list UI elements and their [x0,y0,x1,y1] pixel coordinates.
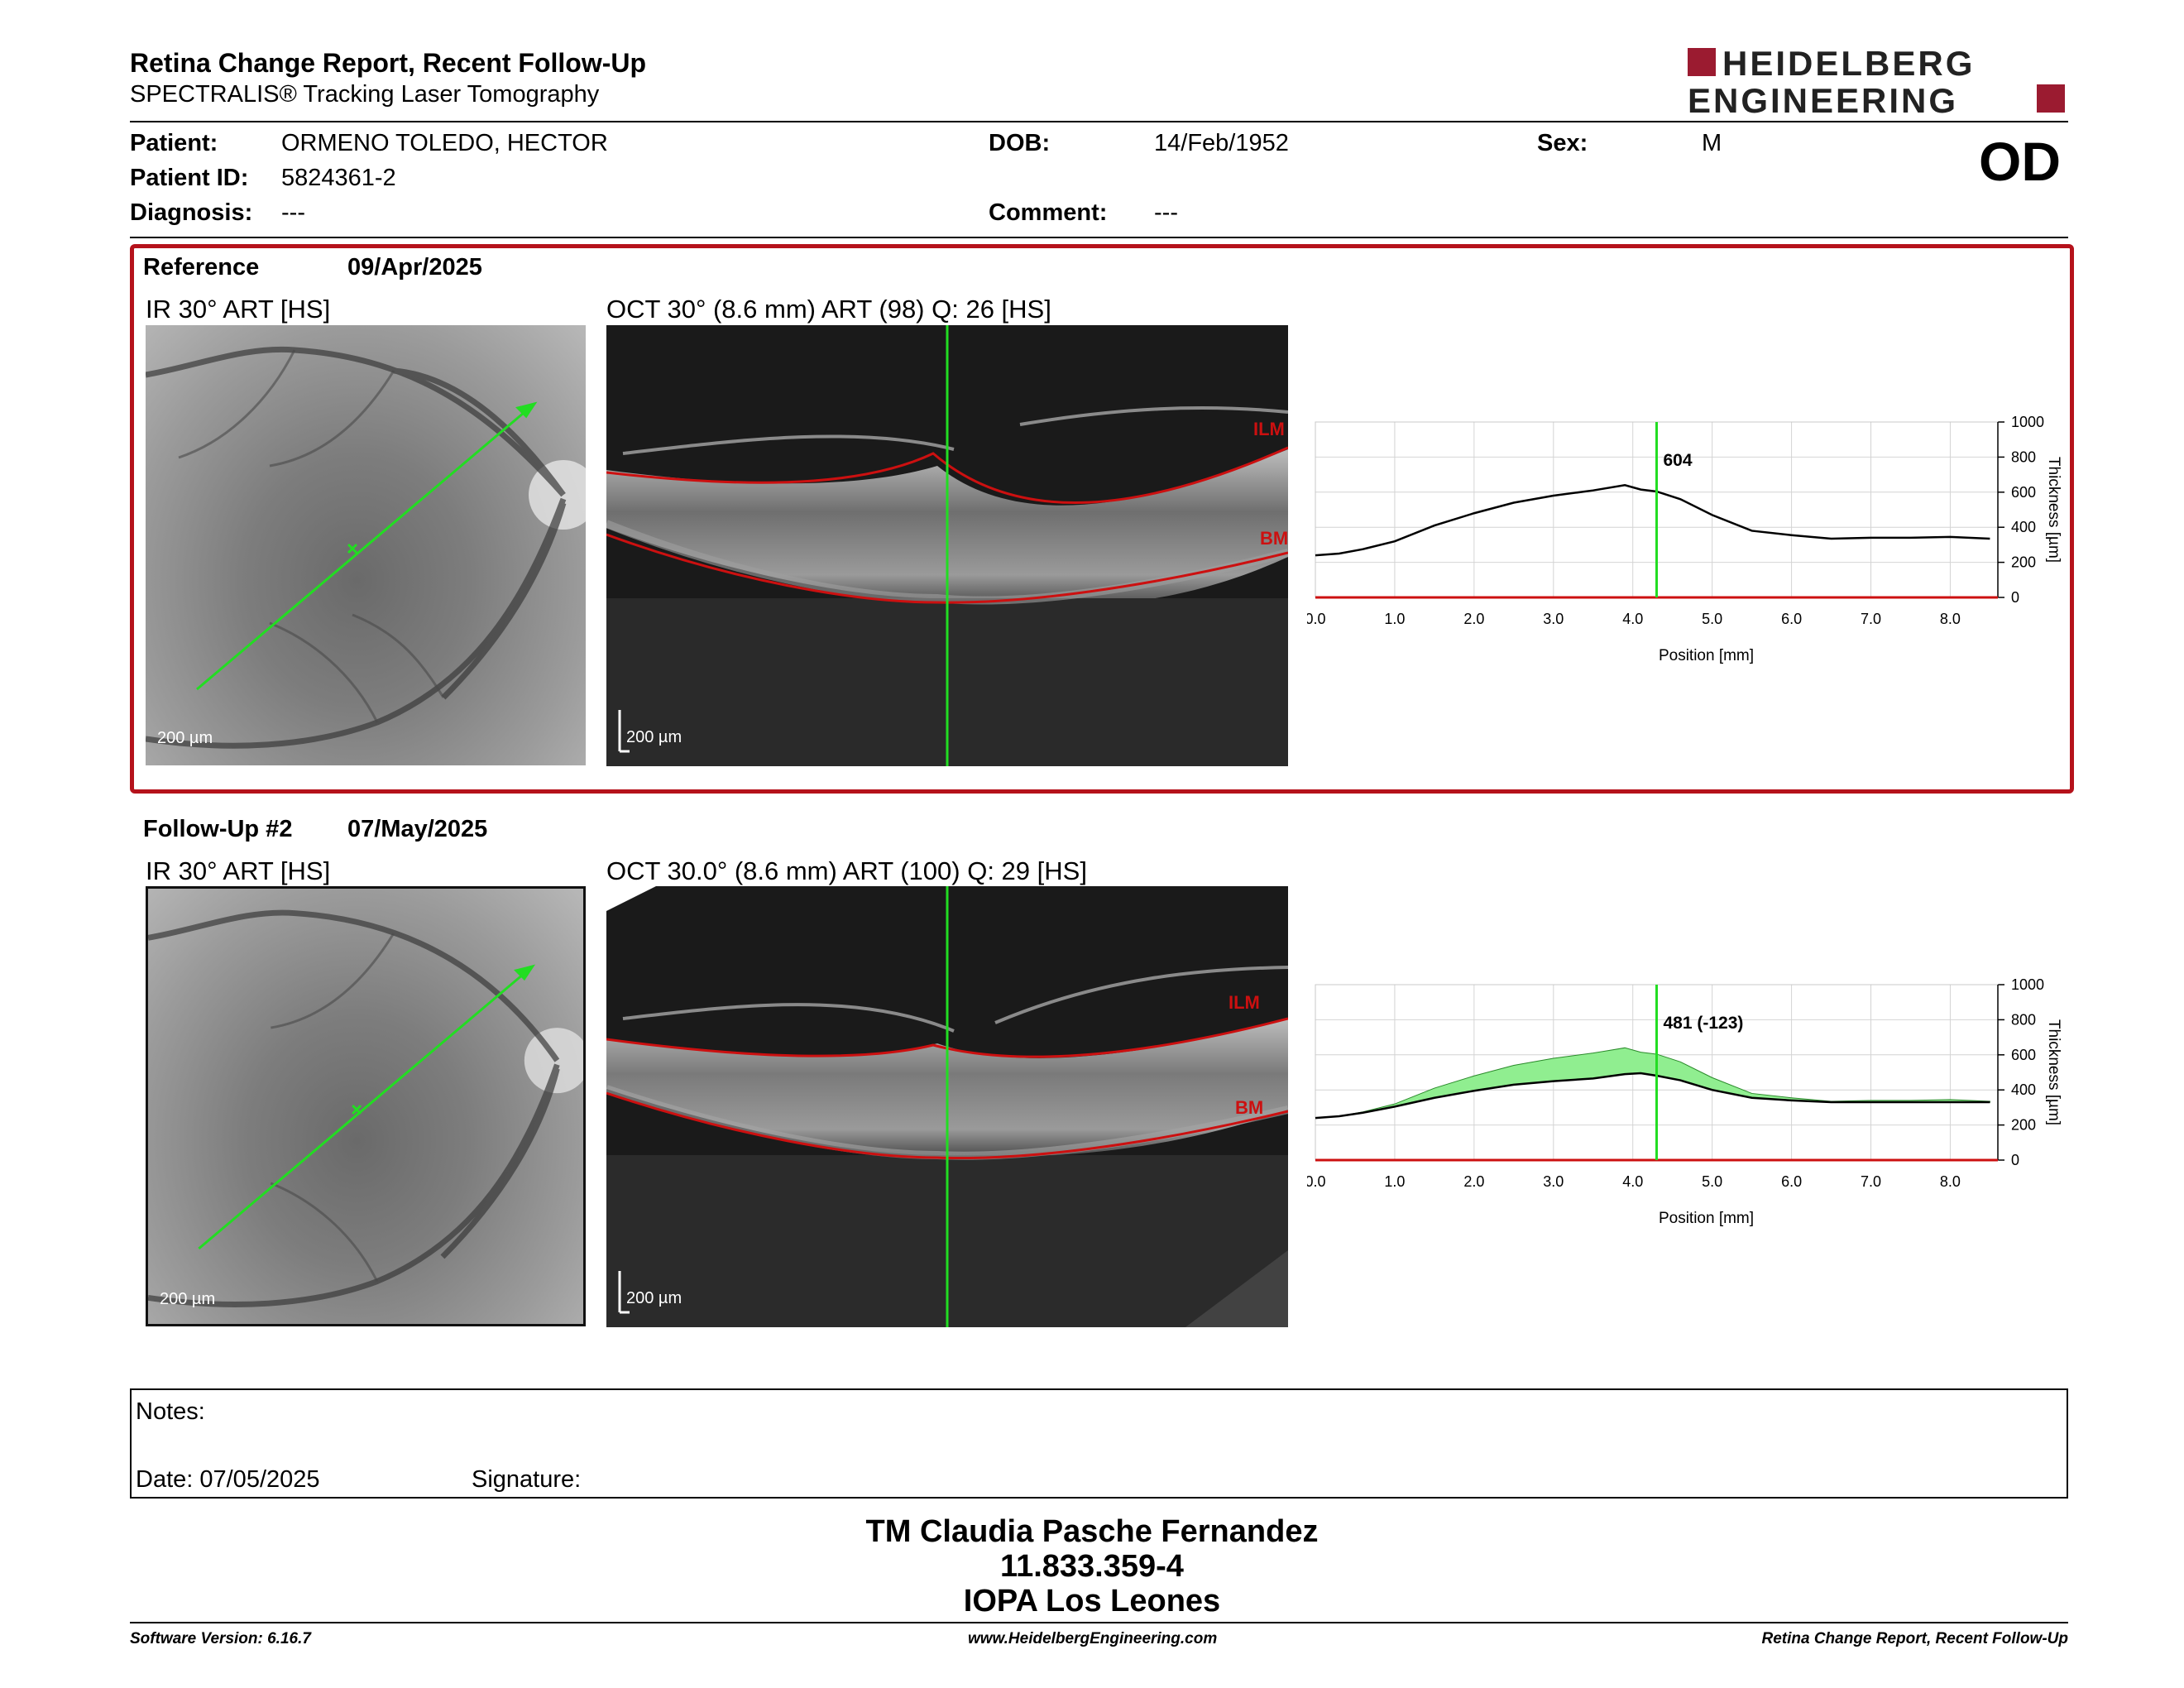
patient-id: 5824361-2 [281,165,396,191]
sex-label: Sex: [1537,130,1588,156]
ref-chart-marker-label: 604 [1664,451,1693,470]
ref-chart-ytick-label: 1000 [2011,414,2044,430]
footer-website[interactable]: www.HeidelbergEngineering.com [968,1630,1218,1647]
followup-label: Follow-Up #2 [143,816,293,842]
fu-chart-ytick-label: 200 [2011,1117,2036,1134]
ref-chart-series-line [1315,484,1990,557]
followup-bm-label: BM [1235,1097,1263,1118]
reference-box [130,244,2074,794]
ref-chart-xtick-label: 1.0 [1384,611,1405,627]
sex-value: M [1702,130,1722,156]
fu-chart-xlabel: Position [mm] [1659,1210,1754,1227]
signature-label: Signature: [472,1466,582,1493]
ref-chart-xtick-label: 8.0 [1940,611,1961,627]
followup-oct-scale: 200 µm [626,1289,682,1307]
followup-ilm-label: ILM [1228,992,1260,1013]
fu-chart-diff-area [1315,1047,1990,1119]
fu-chart-xtick-label: 8.0 [1940,1173,1961,1190]
ref-chart-xtick-label: 0.0 [1307,611,1326,627]
notes-box[interactable] [130,1388,2068,1499]
patient-name: ORMENO TOLEDO, HECTOR [281,130,608,156]
reference-ir-scale: 200 µm [157,729,213,747]
ref-chart-xtick-label: 2.0 [1463,611,1484,627]
reference-ilm-label: ILM [1253,419,1285,439]
reference-thickness-chart: 0 200 400 600 800 1000 0.0 1.0 2.0 3.0 4.0 5.0 6.0 7.… [1305,414,2076,679]
ref-chart-ytick-label: 400 [2011,519,2036,535]
reference-oct-image: ILM BM 200 µm [606,325,1288,766]
followup-ir-scale: 200 µm [160,1290,216,1308]
footer-divider [130,1622,2068,1623]
comment-value: --- [1154,199,1178,226]
ref-chart-ytick-label: 200 [2011,554,2036,571]
ref-chart-xtick-label: 5.0 [1702,611,1722,627]
reference-oct-label: OCT 30° (8.6 mm) ART (98) Q: 26 [HS] [606,295,1051,324]
fu-chart-series-line [1315,1072,1990,1120]
stamp-name: TM Claudia Pasche Fernandez [865,1514,1319,1549]
followup-ir-label: IR 30° ART [HS] [146,856,331,885]
ref-chart-ytick-label: 0 [2011,589,2019,606]
ref-chart-ytick-label: 800 [2011,448,2036,465]
ref-chart-xtick-label: 7.0 [1861,611,1881,627]
notes-date: Date: 07/05/2025 [136,1466,320,1493]
comment-label: Comment: [989,199,1108,226]
fu-chart-xtick-label: 2.0 [1463,1173,1484,1190]
fu-chart-ytick-label: 1000 [2011,976,2044,993]
followup-ir-image: 200 µm [146,886,586,1326]
ref-chart-xtick-label: 3.0 [1543,611,1564,627]
info-divider [130,237,2068,238]
fu-chart-xtick-label: 3.0 [1543,1173,1564,1190]
followup-oct-image: ILM BM 200 µm [606,886,1288,1327]
report-title: Retina Change Report, Recent Follow-Up [130,48,647,78]
footer-report: Retina Change Report, Recent Follow-Up [1761,1630,2068,1647]
reference-label: Reference [143,254,260,281]
reference-bm-label: BM [1260,528,1288,549]
reference-oct-scale: 200 µm [626,728,682,746]
followup-thickness-chart: 0 200 400 600 800 1000 0.0 1.0 2.0 3.0 4.0 5.0 6.0 7.… [1305,976,2076,1241]
diagnosis-label: Diagnosis: [130,199,253,226]
reference-ir-image: 200 µm [146,325,586,765]
fu-chart-marker-label: 481 (-123) [1664,1014,1744,1033]
fu-chart-xtick-label: 4.0 [1622,1173,1643,1190]
header-divider [130,121,2068,122]
ref-chart-ylabel: Thickness [µm] [2045,457,2062,563]
fu-chart-ytick-label: 600 [2011,1047,2036,1063]
report-subtitle: SPECTRALIS® Tracking Laser Tomography [130,81,600,108]
reference-ir-label: IR 30° ART [HS] [146,295,331,324]
eye-indicator: OD [1979,131,2061,192]
fu-chart-xtick-label: 5.0 [1702,1173,1722,1190]
fu-chart-xtick-label: 7.0 [1861,1173,1881,1190]
ref-chart-xtick-label: 6.0 [1781,611,1802,627]
dob-value: 14/Feb/1952 [1154,130,1289,156]
patient-label: Patient: [130,130,218,156]
heidelberg-logo: HEIDELBERG ENGINEERING [1688,44,2068,120]
diagnosis-value: --- [281,199,305,226]
logo-line1: HEIDELBERG [1722,46,1975,83]
fu-chart-ytick-label: 0 [2011,1152,2019,1168]
logo-line2: ENGINEERING [1688,81,1958,117]
reference-date: 09/Apr/2025 [347,254,482,281]
fu-chart-ylabel: Thickness [µm] [2045,1019,2062,1125]
ref-chart-xlabel: Position [mm] [1659,647,1754,664]
footer-software: Software Version: 6.16.7 [130,1630,311,1647]
fu-chart-xtick-label: 6.0 [1781,1173,1802,1190]
stamp-id: 11.833.359-4 [1000,1549,1184,1584]
followup-oct-label: OCT 30.0° (8.6 mm) ART (100) Q: 29 [HS] [606,856,1087,885]
patient-id-label: Patient ID: [130,165,249,191]
fu-chart-xtick-label: 0.0 [1307,1173,1326,1190]
ref-chart-xtick-label: 4.0 [1622,611,1643,627]
dob-label: DOB: [989,130,1051,156]
fu-chart-ytick-label: 400 [2011,1081,2036,1098]
stamp-institution: IOPA Los Leones [963,1584,1221,1618]
notes-label: Notes: [136,1398,205,1425]
ref-chart-ytick-label: 600 [2011,484,2036,501]
followup-date: 07/May/2025 [347,816,488,842]
fu-chart-ytick-label: 800 [2011,1011,2036,1028]
fu-chart-xtick-label: 1.0 [1384,1173,1405,1190]
